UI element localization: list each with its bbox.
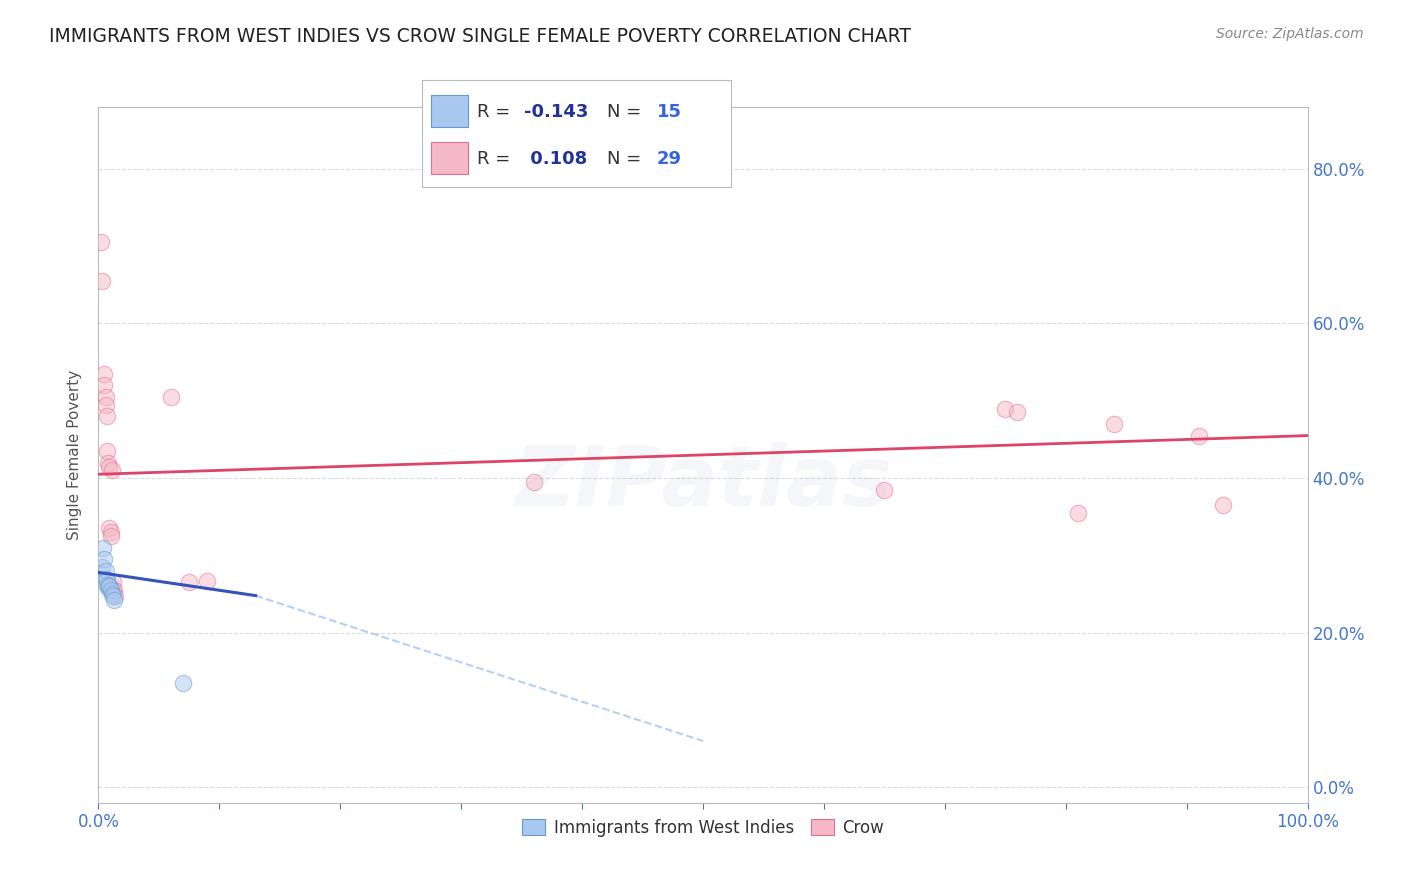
Point [100, 463, 122, 477]
Text: N =: N = [607, 103, 647, 121]
Point [94, 572, 117, 586]
Text: IMMIGRANTS FROM WEST INDIES VS CROW SINGLE FEMALE POVERTY CORRELATION CHART: IMMIGRANTS FROM WEST INDIES VS CROW SING… [49, 27, 911, 45]
Point [994, 401, 1017, 416]
Point [96, 578, 118, 592]
Point [101, 583, 124, 598]
Point [172, 676, 194, 690]
Point [91, 274, 114, 288]
Point [104, 589, 127, 603]
Point [160, 390, 183, 404]
Text: N =: N = [607, 151, 647, 169]
Point [94, 390, 117, 404]
Point [1007, 405, 1029, 419]
Point [101, 575, 124, 590]
Point [96, 409, 118, 424]
Point [98, 459, 121, 474]
Text: -0.143: -0.143 [524, 103, 588, 121]
Point [97, 456, 120, 470]
Point [1067, 506, 1090, 520]
Text: 0.108: 0.108 [524, 151, 588, 169]
Point [523, 475, 546, 489]
Point [98, 521, 121, 535]
Point [103, 593, 125, 607]
Point [91, 541, 114, 555]
Point [103, 583, 125, 598]
Point [93, 552, 115, 566]
Point [101, 589, 124, 603]
Point [100, 587, 122, 601]
Text: ZIPatlas: ZIPatlas [515, 442, 891, 524]
Y-axis label: Single Female Poverty: Single Female Poverty [67, 370, 83, 540]
Point [90, 235, 112, 250]
Point [93, 367, 115, 381]
Point [97, 581, 120, 595]
Text: R =: R = [478, 151, 516, 169]
FancyBboxPatch shape [432, 95, 468, 128]
Point [100, 583, 122, 598]
Point [179, 575, 201, 590]
Point [96, 444, 118, 458]
Point [96, 573, 118, 587]
Point [195, 574, 218, 588]
Point [1212, 498, 1234, 512]
Legend: Immigrants from West Indies, Crow: Immigrants from West Indies, Crow [516, 812, 890, 843]
Point [100, 525, 122, 540]
Point [94, 398, 117, 412]
Point [873, 483, 896, 497]
Point [98, 579, 121, 593]
Point [1188, 428, 1211, 442]
Point [100, 529, 122, 543]
FancyBboxPatch shape [432, 143, 468, 175]
Text: Source: ZipAtlas.com: Source: ZipAtlas.com [1216, 27, 1364, 41]
Text: R =: R = [478, 103, 516, 121]
Point [94, 564, 117, 578]
Text: 29: 29 [657, 151, 682, 169]
Point [91, 560, 114, 574]
Point [98, 579, 121, 593]
Point [1102, 417, 1125, 431]
Point [93, 378, 115, 392]
Text: 15: 15 [657, 103, 682, 121]
